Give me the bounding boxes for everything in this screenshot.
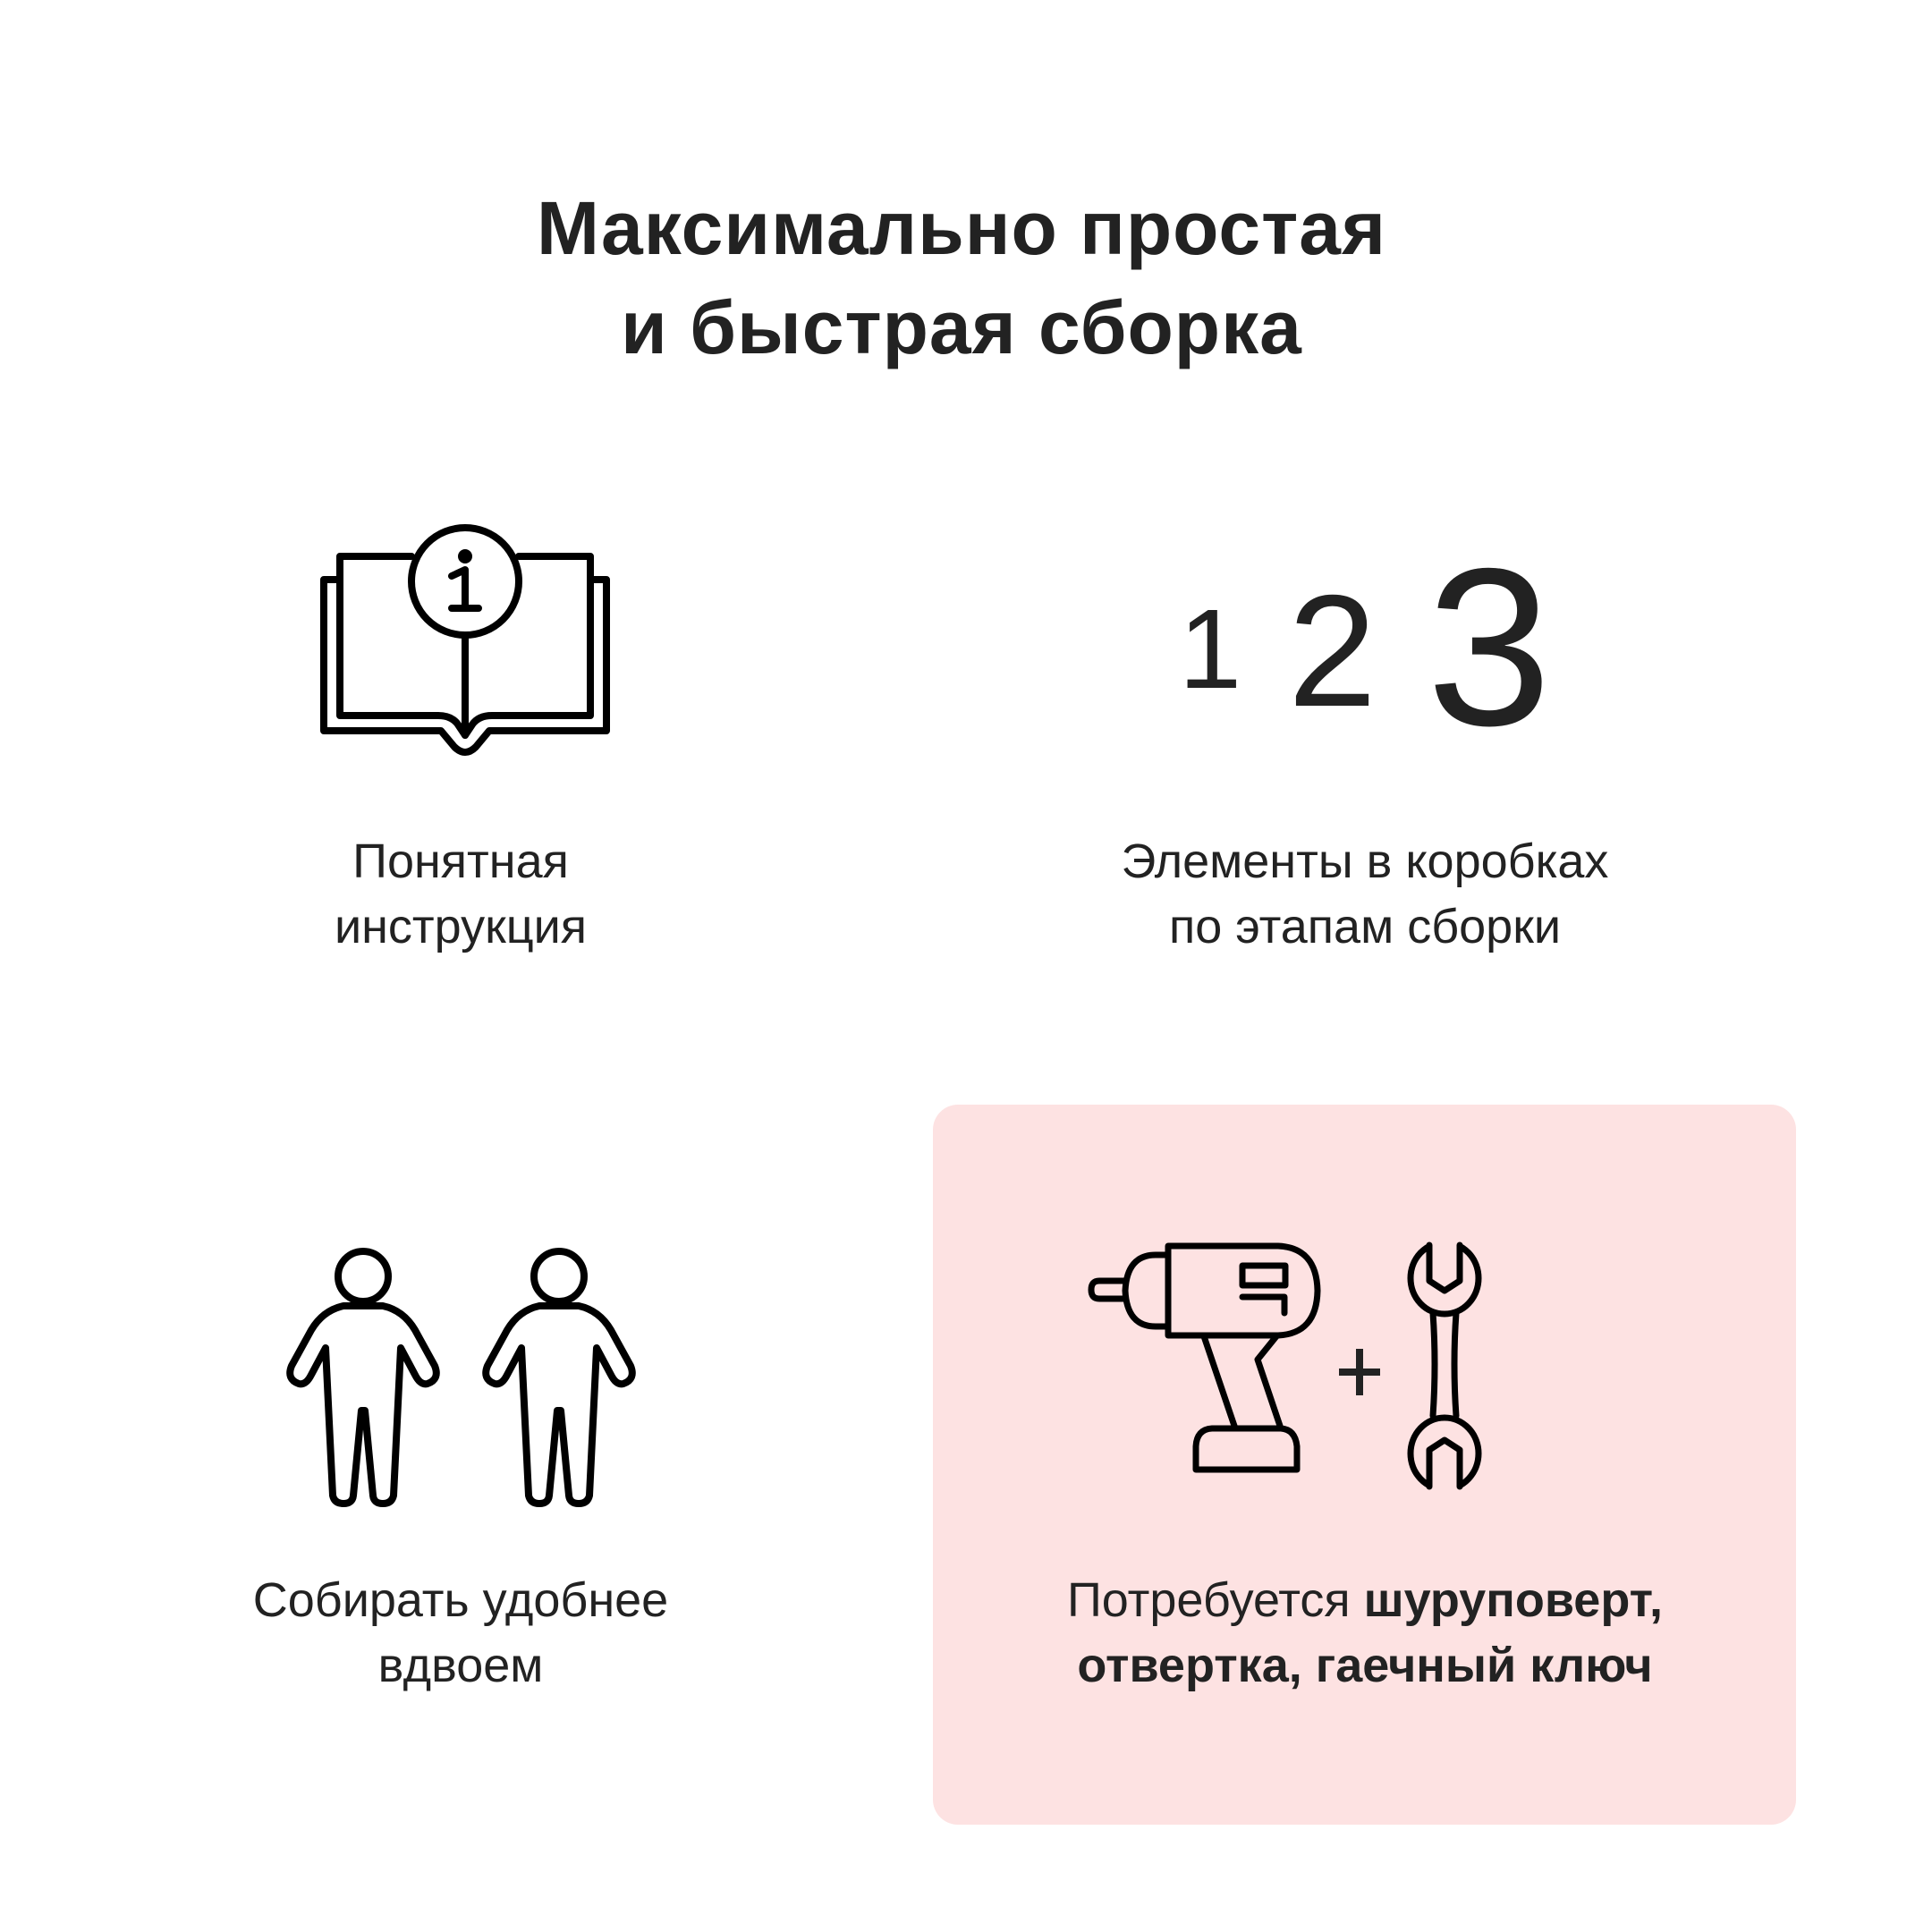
digit-1: 1: [1179, 586, 1241, 712]
label-line: Потребуется шуруповерт,: [962, 1568, 1767, 1633]
digit-2: 2: [1288, 562, 1377, 740]
numbers-123-icon: 1 2 3: [1179, 522, 1552, 773]
open-book-info-icon: [320, 524, 610, 756]
label-line: Собирать удобнее: [252, 1573, 669, 1627]
person-icon: [286, 1248, 440, 1507]
plus-icon: [1339, 1349, 1380, 1395]
page-title: Максимально простая и быстрая сборка: [0, 179, 1923, 377]
drill-icon: [1088, 1242, 1321, 1473]
label-line: Понятная: [352, 835, 569, 888]
digit-3: 3: [1427, 522, 1552, 773]
feature-tools-label: Потребуется шуруповерт, отвертка, гаечны…: [962, 1568, 1767, 1699]
tools-prefix: Потребуется: [1066, 1573, 1364, 1627]
label-line: Элементы в коробках: [1121, 835, 1609, 888]
wrench-icon: [1407, 1239, 1482, 1494]
label-line: отвертка, гаечный ключ: [962, 1633, 1767, 1699]
label-line: по этапам сборки: [1169, 900, 1561, 953]
feature-instructions-label: Понятная инструкция: [58, 829, 863, 960]
tools-card: [933, 1105, 1796, 1825]
person-icon: [482, 1248, 636, 1507]
two-people-icon: [286, 1248, 636, 1507]
feature-boxes-label: Элементы в коробках по этапам сборки: [962, 829, 1767, 960]
tools-bold-2: отвертка, гаечный ключ: [1077, 1639, 1653, 1692]
label-line: инструкция: [334, 900, 588, 953]
tools-bold-1: шуруповерт,: [1363, 1573, 1663, 1627]
title-line-1: Максимально простая: [537, 186, 1386, 270]
feature-two-people-label: Собирать удобнее вдвоем: [58, 1568, 863, 1699]
title-line-2: и быстрая сборка: [621, 285, 1302, 369]
label-line: вдвоем: [377, 1639, 544, 1692]
